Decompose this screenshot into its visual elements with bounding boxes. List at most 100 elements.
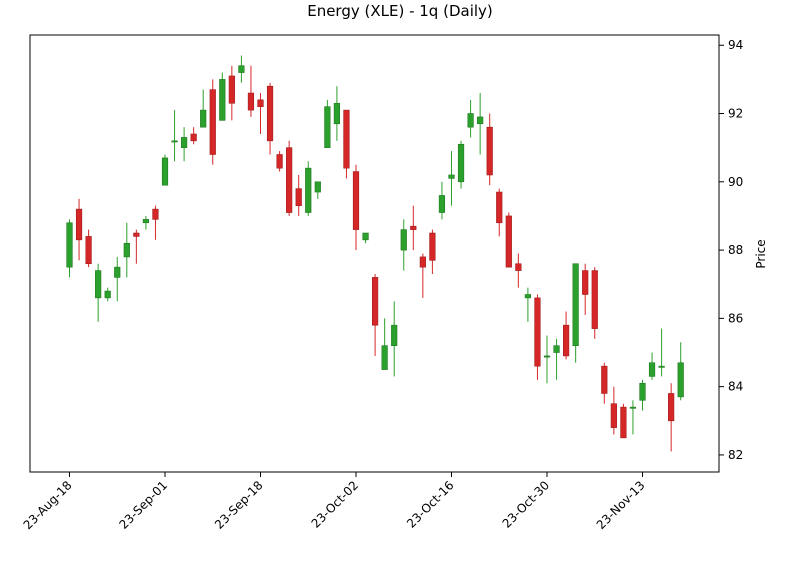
candle-body-down (429, 232, 436, 261)
candle (486, 113, 493, 186)
candle-body-up (238, 65, 245, 73)
candle-body-down (496, 191, 503, 224)
candle (333, 86, 341, 141)
candle (601, 362, 608, 404)
candle-body-down (610, 403, 617, 428)
candle (171, 110, 178, 162)
candle (219, 72, 226, 121)
candle (429, 229, 436, 274)
candle-body-down (668, 393, 675, 422)
candle (152, 205, 159, 240)
candle (562, 311, 570, 360)
candle-body-down (209, 89, 216, 155)
candle (457, 140, 465, 189)
candle (620, 403, 627, 439)
candle-body-down (133, 232, 140, 237)
candle (677, 342, 684, 401)
candle (496, 188, 503, 237)
candle (629, 400, 637, 435)
candle-body-down (371, 277, 379, 326)
y-tick-label: 94 (728, 38, 743, 52)
y-tick-label: 86 (728, 311, 743, 325)
candle (200, 89, 207, 128)
candle (190, 127, 197, 145)
candle (66, 219, 73, 278)
candle-body-down (286, 147, 293, 213)
y-axis: 82 84 86 88 90 92 94 (719, 38, 743, 462)
candle (123, 222, 130, 278)
candle-body-down (247, 92, 255, 111)
candle-body-down (85, 236, 92, 265)
candle (247, 65, 255, 117)
candle-body-down (591, 270, 598, 329)
candle-body-up (362, 232, 369, 241)
candle-body-up (477, 116, 484, 125)
candle-body-down (410, 225, 417, 230)
candle-body-up (648, 362, 656, 377)
candle (209, 79, 216, 165)
candle-body-down (352, 171, 360, 230)
candle-body-down (75, 208, 83, 241)
candle (534, 294, 541, 380)
x-tick-label: 23-Sep-18 (212, 478, 266, 532)
x-tick-label: 23-Oct-30 (500, 478, 553, 531)
candle (362, 232, 369, 244)
candle-body-up (333, 102, 341, 125)
candle-body-up (104, 290, 111, 299)
candle (543, 335, 551, 384)
x-tick-label: 23-Nov-13 (594, 478, 648, 532)
candle (343, 109, 350, 179)
candle (400, 219, 407, 271)
candle-body-up (658, 365, 665, 368)
candle (142, 215, 150, 230)
candle (276, 151, 283, 172)
candle (286, 140, 293, 216)
candle (314, 181, 321, 199)
candle (419, 253, 426, 298)
candle (572, 263, 579, 363)
candle (524, 287, 531, 322)
candle-body-up (400, 229, 407, 251)
plot-area-frame (29, 34, 720, 473)
candle (582, 263, 589, 315)
candle-body-up (553, 345, 560, 353)
candle-body-up (171, 140, 178, 143)
candle-body-up (391, 324, 398, 346)
candle-body-down (582, 270, 589, 295)
candle (75, 198, 83, 261)
candle (114, 256, 121, 302)
x-axis: 23-Aug-18 23-Sep-01 23-Sep-18 23-Oct-02 23-O… (21, 472, 648, 532)
candle (238, 55, 245, 83)
candle (95, 263, 102, 322)
candle-body-down (276, 154, 283, 169)
candle-body-up (629, 406, 637, 409)
candle-body-down (228, 75, 235, 104)
y-tick-label: 92 (728, 107, 743, 121)
y-tick-label: 88 (728, 243, 743, 257)
candles-layer (66, 55, 684, 452)
candle-body-up (448, 174, 455, 179)
candle (591, 267, 598, 339)
candle-body-up (66, 222, 73, 268)
candle-body-up (467, 113, 474, 128)
candle (257, 93, 264, 135)
candle-body-up (543, 355, 551, 358)
y-tick-label: 82 (728, 448, 743, 462)
candle-body-up (639, 382, 646, 401)
candle-body-up (219, 79, 226, 121)
candle (668, 383, 675, 452)
x-tick-label: 23-Aug-18 (21, 478, 75, 532)
candle (381, 318, 388, 370)
candle-body-up (305, 167, 312, 213)
candle (295, 174, 302, 216)
candle (505, 212, 512, 268)
candle-body-down (486, 126, 493, 176)
candle-body-down (505, 215, 512, 268)
candle (553, 338, 560, 380)
candle (448, 151, 455, 206)
candle-body-down (515, 263, 522, 271)
candle-body-up (123, 242, 130, 258)
y-tick-label: 84 (728, 380, 743, 394)
candle (181, 127, 188, 162)
candle-body-up (677, 362, 684, 398)
